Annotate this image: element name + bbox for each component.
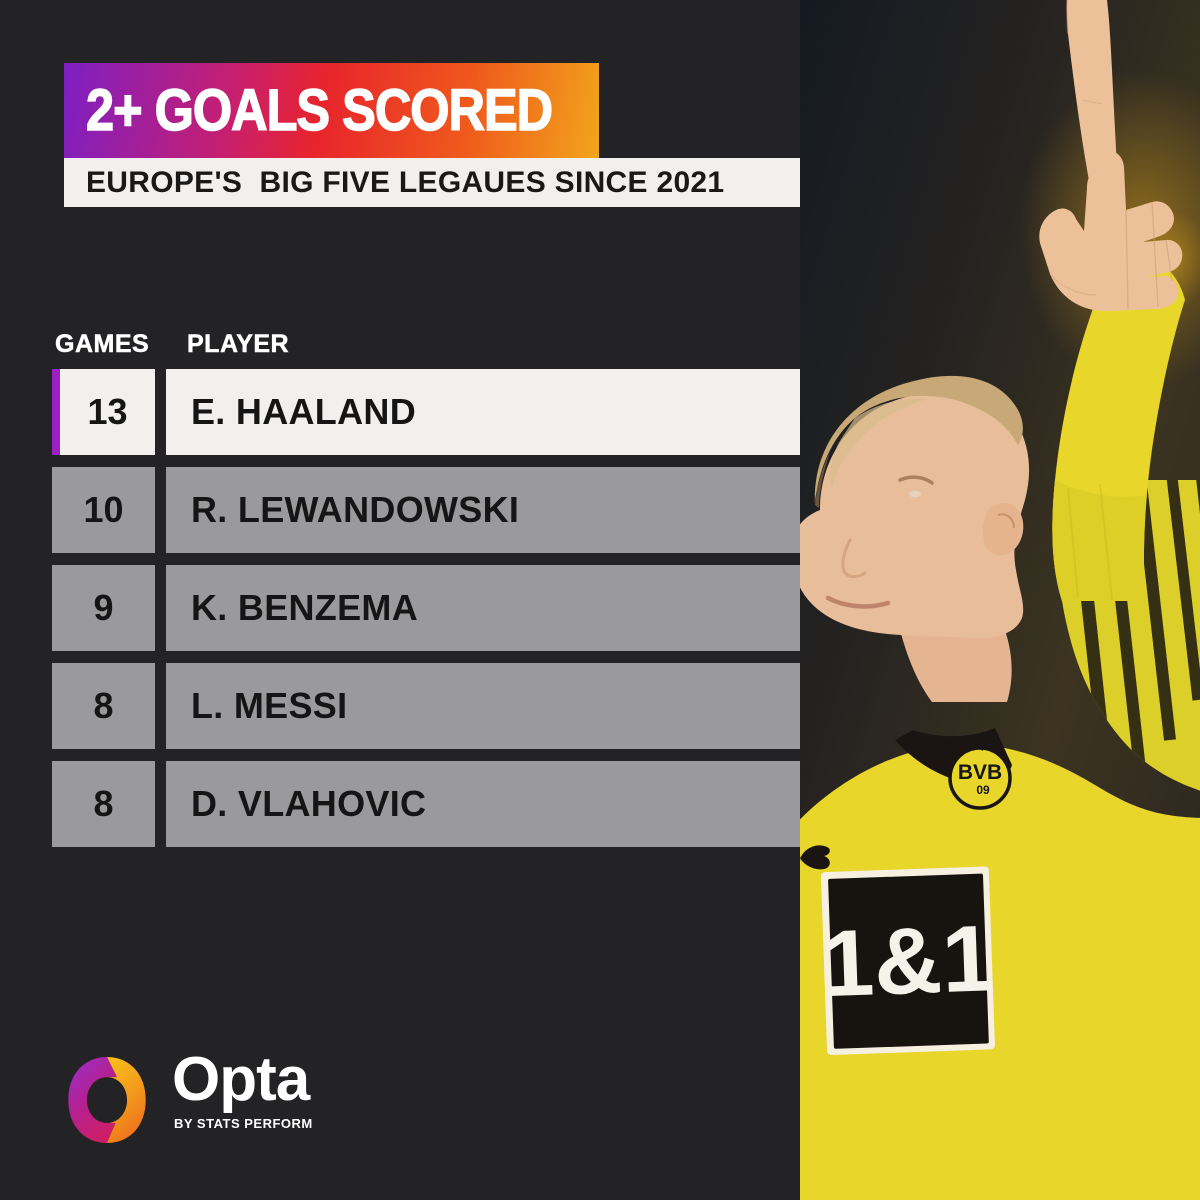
svg-text:1&1: 1&1	[820, 905, 996, 1016]
svg-text:09: 09	[976, 783, 990, 797]
svg-text:BVB: BVB	[958, 761, 1002, 784]
